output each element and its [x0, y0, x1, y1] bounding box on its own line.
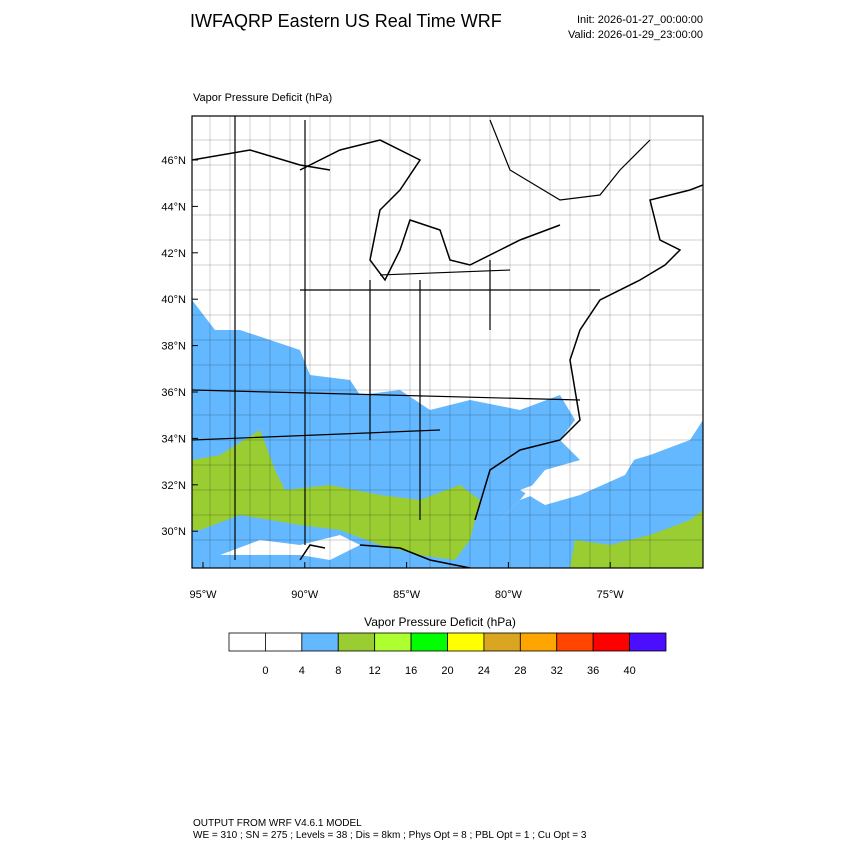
lat-label: 44°N [161, 201, 186, 213]
colorbar-label: 20 [441, 665, 453, 677]
colorbar: 0 4 8 12 16 20 24 28 32 36 40 [228, 632, 667, 677]
colorbar-box [301, 632, 339, 652]
colorbar-label: 32 [551, 665, 563, 677]
colorbar-label: 36 [587, 665, 599, 677]
colorbar-box [228, 632, 266, 652]
lon-labels: 95°W 90°W 85°W 80°W 75°W [189, 562, 624, 601]
lat-label: 32°N [161, 480, 186, 492]
colorbar-box [374, 632, 412, 652]
colorbar-label: 12 [369, 665, 381, 677]
lat-label: 38°N [161, 341, 186, 353]
lon-label: 90°W [291, 589, 319, 601]
valid-time: Valid: 2026-01-29_23:00:00 [568, 29, 703, 41]
lon-label: 80°W [495, 589, 523, 601]
lat-label: 42°N [161, 248, 186, 260]
vpd-green [192, 430, 480, 560]
vpd-green-ocean [570, 510, 703, 568]
lon-label: 75°W [597, 589, 625, 601]
colorbar-title: Vapor Pressure Deficit (hPa) [364, 615, 516, 629]
lat-label: 30°N [161, 526, 186, 538]
colorbar-box [592, 632, 630, 652]
colorbar-label: 4 [299, 665, 305, 677]
colorbar-box [410, 632, 448, 652]
lat-labels: 46°N 44°N 42°N 40°N 38°N 36°N 34°N 32°N 30°N [161, 155, 198, 538]
lat-label: 40°N [161, 294, 186, 306]
colorbar-label: 0 [262, 665, 268, 677]
footer-line: OUTPUT FROM WRF V4.6.1 MODEL [193, 818, 362, 829]
colorbar-box [447, 632, 485, 652]
map [191, 115, 704, 569]
colorbar-box [556, 632, 594, 652]
lat-label: 34°N [161, 433, 186, 445]
title: IWFAQRP Eastern US Real Time WRF [190, 11, 502, 31]
footer-line: WE = 310 ; SN = 275 ; Levels = 38 ; Dis … [193, 830, 587, 841]
vpd-blue-ocean [480, 420, 703, 568]
init-time: Init: 2026-01-27_00:00:00 [577, 14, 703, 26]
lat-label: 46°N [161, 155, 186, 167]
colorbar-label: 8 [335, 665, 341, 677]
colorbar-box [519, 632, 558, 652]
colorbar-label: 28 [514, 665, 526, 677]
colorbar-box [337, 632, 376, 652]
colorbar-label: 40 [623, 665, 635, 677]
colorbar-box [265, 632, 303, 652]
colorbar-box [629, 632, 667, 652]
map-subtitle: Vapor Pressure Deficit (hPa) [193, 92, 332, 104]
colorbar-label: 24 [478, 665, 490, 677]
lon-label: 95°W [189, 589, 217, 601]
lat-label: 36°N [161, 387, 186, 399]
colorbar-label: 16 [405, 665, 417, 677]
colorbar-box [483, 632, 521, 652]
lon-label: 85°W [393, 589, 421, 601]
